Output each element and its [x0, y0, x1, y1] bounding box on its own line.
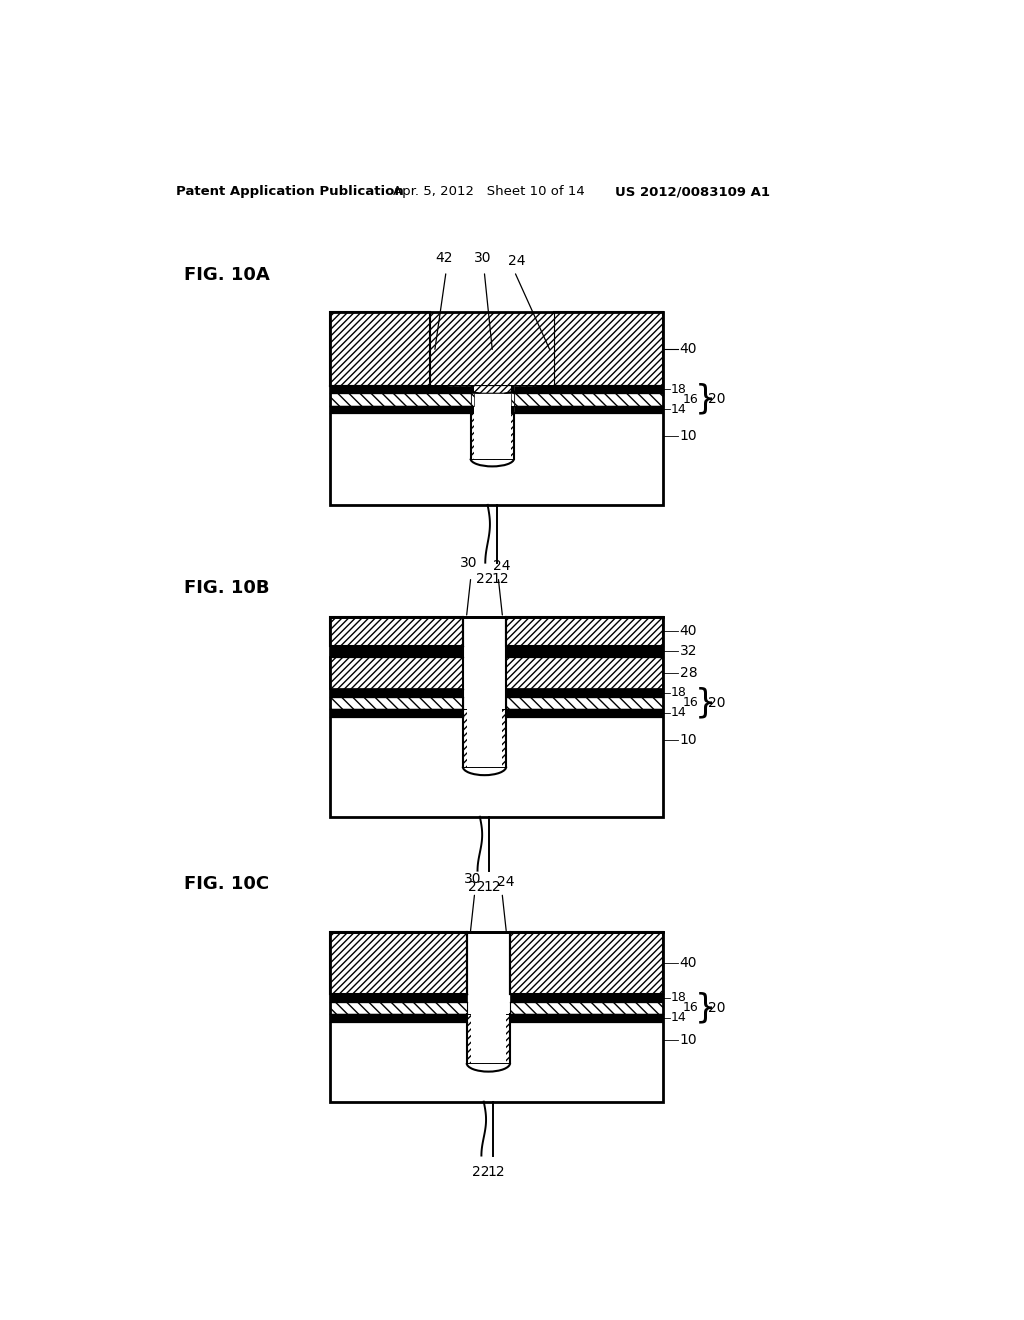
Bar [471, 405, 474, 413]
Polygon shape [439, 385, 545, 393]
Polygon shape [511, 393, 514, 405]
Bar [506, 709, 663, 717]
Text: 24: 24 [508, 253, 525, 268]
Text: 30: 30 [474, 251, 492, 264]
Polygon shape [471, 393, 474, 405]
Polygon shape [506, 656, 663, 689]
Bar [506, 689, 663, 697]
Text: 14: 14 [671, 1011, 686, 1024]
Text: Patent Application Publication: Patent Application Publication [176, 185, 403, 198]
Text: 30: 30 [460, 556, 478, 570]
Polygon shape [506, 616, 663, 645]
Text: 22: 22 [468, 880, 485, 894]
Text: 40: 40 [680, 342, 697, 356]
Polygon shape [330, 313, 430, 385]
Text: FIG. 10B: FIG. 10B [183, 579, 269, 597]
Text: 16: 16 [683, 393, 698, 407]
Polygon shape [510, 932, 663, 994]
Text: US 2012/0083109 A1: US 2012/0083109 A1 [614, 185, 770, 198]
Bar [330, 932, 663, 1102]
Text: 24: 24 [497, 875, 514, 890]
Polygon shape [463, 709, 506, 767]
Bar [510, 994, 663, 1002]
Text: 30: 30 [464, 873, 481, 886]
Bar [330, 405, 471, 413]
Bar [506, 645, 663, 656]
Bar [330, 385, 471, 393]
Text: }: } [695, 991, 717, 1024]
Polygon shape [330, 697, 463, 709]
Polygon shape [506, 697, 663, 709]
Bar [514, 385, 663, 393]
Text: 16: 16 [683, 1001, 698, 1014]
Bar [511, 385, 514, 393]
Text: 22: 22 [476, 572, 494, 586]
Text: 16: 16 [683, 696, 698, 709]
Bar [511, 405, 514, 413]
Text: 22: 22 [472, 1164, 489, 1179]
Text: 14: 14 [671, 706, 686, 719]
Text: 32: 32 [680, 644, 697, 659]
Polygon shape [510, 1002, 663, 1014]
Text: 18: 18 [671, 686, 686, 700]
Text: 24: 24 [493, 560, 510, 573]
Bar [471, 1014, 506, 1063]
Polygon shape [330, 656, 463, 689]
Bar [510, 1014, 663, 1022]
Bar [514, 405, 663, 413]
Bar [330, 709, 463, 717]
Text: 40: 40 [680, 624, 697, 638]
Polygon shape [505, 385, 554, 393]
Text: 42: 42 [435, 251, 453, 264]
Text: 20: 20 [708, 696, 725, 710]
Bar [330, 645, 463, 656]
Text: 40: 40 [680, 956, 697, 970]
Bar [474, 413, 511, 459]
Bar [330, 616, 663, 817]
Polygon shape [430, 313, 554, 385]
Text: Apr. 5, 2012   Sheet 10 of 14: Apr. 5, 2012 Sheet 10 of 14 [393, 185, 585, 198]
Polygon shape [471, 413, 514, 459]
Text: }: } [695, 686, 717, 719]
Text: 12: 12 [487, 1164, 505, 1179]
Polygon shape [514, 393, 663, 405]
Text: 20: 20 [708, 392, 725, 407]
Polygon shape [330, 1002, 467, 1014]
Bar [330, 994, 467, 1002]
Text: 12: 12 [483, 880, 501, 894]
Polygon shape [330, 932, 467, 994]
Text: 18: 18 [671, 991, 686, 1005]
Bar [467, 709, 503, 767]
Text: 10: 10 [680, 429, 697, 442]
Text: 10: 10 [680, 733, 697, 747]
Text: 14: 14 [671, 403, 686, 416]
Text: 12: 12 [492, 572, 509, 586]
Polygon shape [330, 616, 463, 645]
Polygon shape [430, 385, 480, 393]
Text: 10: 10 [680, 1034, 697, 1047]
Text: }: } [695, 383, 717, 416]
Text: FIG. 10C: FIG. 10C [183, 875, 269, 892]
Text: 28: 28 [680, 665, 697, 680]
Bar [471, 385, 474, 393]
Bar [330, 313, 663, 506]
Bar [330, 689, 463, 697]
Polygon shape [467, 1014, 510, 1063]
Text: 20: 20 [708, 1001, 725, 1015]
Polygon shape [554, 313, 663, 385]
Text: FIG. 10A: FIG. 10A [183, 267, 269, 284]
Text: 18: 18 [671, 383, 686, 396]
Bar [330, 1014, 467, 1022]
Polygon shape [330, 393, 471, 405]
